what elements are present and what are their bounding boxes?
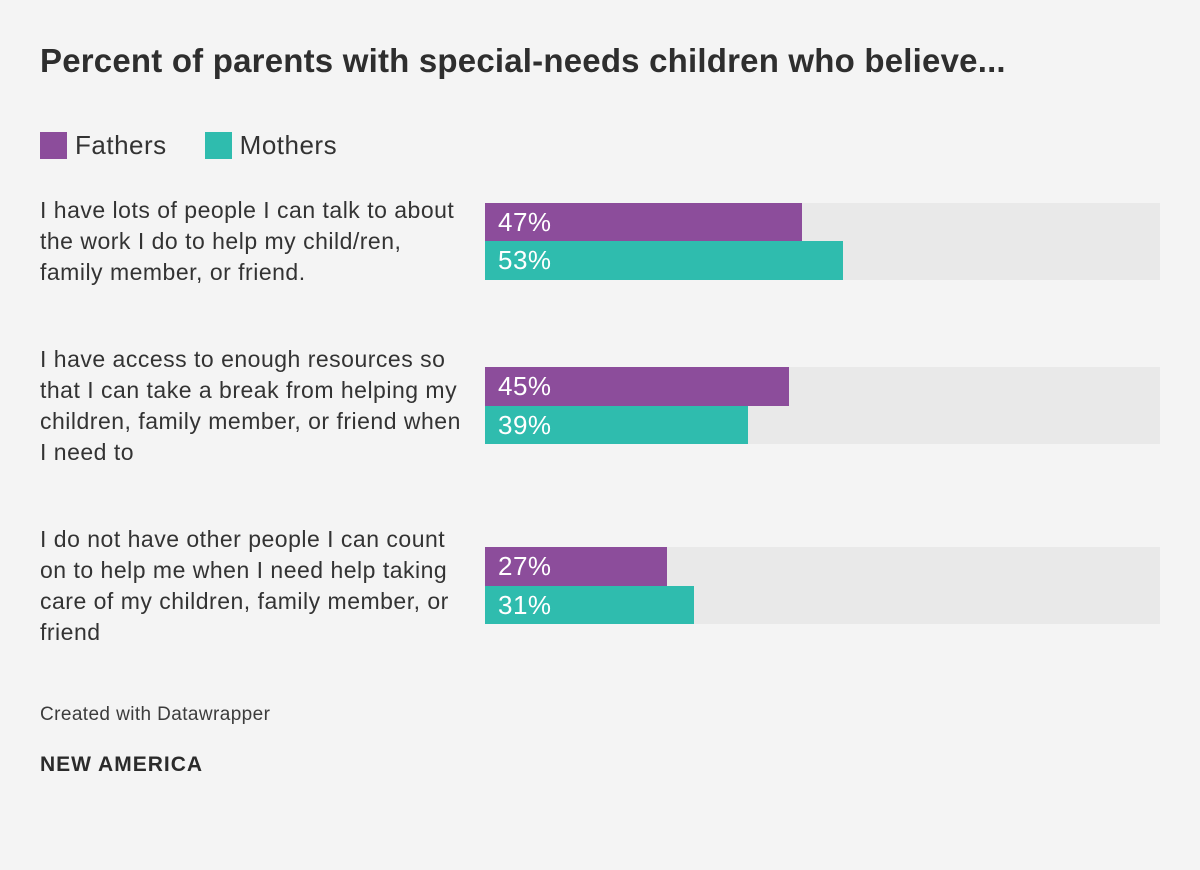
legend: Fathers Mothers — [40, 130, 1160, 161]
bar-track: 47% 53% — [485, 202, 1160, 280]
category-row: I have lots of people I can talk to abou… — [40, 195, 1160, 288]
fathers-bar-value: 47% — [498, 206, 552, 237]
category-label: I do not have other people I can count o… — [40, 525, 449, 645]
legend-label-fathers: Fathers — [75, 129, 167, 160]
category-label: I have access to enough resources so tha… — [40, 345, 461, 465]
category-label: I have lots of people I can talk to abou… — [40, 196, 455, 285]
legend-item-fathers: Fathers — [40, 130, 167, 161]
fathers-swatch-icon — [40, 131, 67, 159]
chart-body: I have lots of people I can talk to abou… — [40, 195, 1160, 648]
mothers-bar: 31% — [485, 585, 695, 625]
fathers-bar: 27% — [485, 547, 668, 586]
legend-label-mothers: Mothers — [239, 129, 338, 160]
chart-title: Percent of parents with special-needs ch… — [40, 42, 1006, 79]
mothers-bar: 39% — [485, 405, 749, 445]
bar-track: 45% 39% — [485, 367, 1160, 445]
mothers-swatch-icon — [204, 131, 232, 159]
category-row: I have access to enough resources so tha… — [40, 344, 1160, 468]
mothers-bar-value: 31% — [498, 589, 552, 620]
bar-group: 27% 31% — [485, 547, 1160, 625]
mothers-bar-value: 39% — [498, 409, 552, 440]
mothers-bar: 53% — [485, 241, 843, 280]
fathers-bar-value: 45% — [498, 371, 552, 402]
bar-track: 27% 31% — [485, 547, 1160, 625]
bar-group: 45% 39% — [485, 367, 1160, 445]
fathers-bar-value: 27% — [498, 551, 552, 582]
chart-footer: Created with Datawrapper NEW AMERICA — [40, 704, 1160, 777]
bar-group: 47% 53% — [485, 202, 1160, 280]
new-america-logo: NEW AMERICA — [40, 752, 204, 776]
category-row: I do not have other people I can count o… — [40, 524, 1160, 648]
datawrapper-attribution-link[interactable]: Created with Datawrapper — [40, 703, 271, 725]
mothers-bar-value: 53% — [498, 245, 552, 276]
fathers-bar: 47% — [485, 202, 803, 242]
fathers-bar: 45% — [485, 367, 789, 406]
legend-item-mothers: Mothers — [204, 129, 338, 161]
